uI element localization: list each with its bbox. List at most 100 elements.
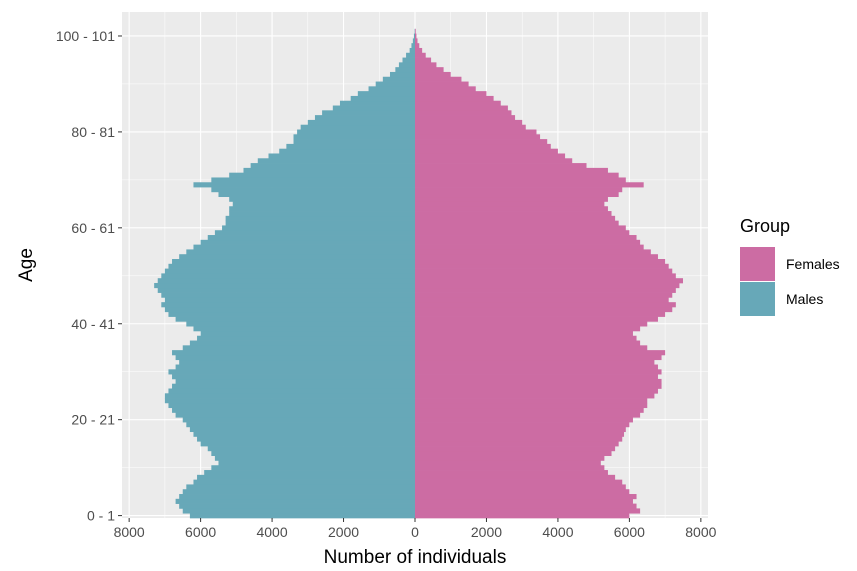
bar-males-age-57 — [200, 239, 415, 245]
bar-females-age-8 — [415, 474, 616, 480]
bar-females-age-96 — [415, 52, 426, 58]
bar-males-age-15 — [200, 441, 415, 447]
bar-males-age-86 — [339, 100, 415, 106]
bar-males-age-28 — [175, 378, 415, 385]
y-axis-title: Age — [16, 248, 37, 282]
bar-males-age-14 — [207, 446, 415, 452]
bar-females-age-45 — [415, 297, 669, 303]
bar-females-age-34 — [415, 350, 666, 356]
bar-males-age-17 — [193, 431, 415, 437]
bar-males-age-13 — [211, 450, 415, 456]
bar-males-age-54 — [179, 254, 415, 260]
legend: Group Females Males — [740, 216, 840, 316]
bar-females-age-63 — [415, 211, 612, 217]
bar-females-age-21 — [415, 412, 641, 418]
bar-females-age-27 — [415, 383, 662, 389]
x-tick-label: 2000 — [471, 524, 502, 540]
bar-males-age-81 — [300, 124, 415, 130]
y-tick-label: 80 - 81 — [71, 124, 115, 140]
bar-females-age-28 — [415, 378, 662, 385]
bars — [154, 28, 683, 519]
bar-males-age-72 — [243, 167, 415, 174]
bar-males-age-31 — [175, 364, 415, 370]
bar-females-age-48 — [415, 282, 680, 289]
bar-males-age-87 — [350, 95, 415, 102]
bar-males-age-98 — [411, 43, 415, 49]
y-tick-label: 60 - 61 — [71, 220, 115, 236]
bar-males-age-76 — [279, 148, 415, 154]
bar-females-age-12 — [415, 455, 605, 461]
bar-females-age-76 — [415, 148, 558, 154]
bar-females-age-25 — [415, 393, 655, 399]
bar-males-age-38 — [200, 330, 415, 337]
bar-females-age-74 — [415, 158, 573, 164]
x-tick-label: 2000 — [328, 524, 359, 540]
bar-males-age-51 — [164, 268, 415, 274]
bar-males-age-68 — [211, 187, 415, 193]
bar-males-age-0 — [189, 513, 415, 519]
bar-males-age-95 — [402, 57, 415, 63]
bar-males-age-20 — [182, 417, 415, 423]
bar-females-age-40 — [415, 321, 648, 327]
bar-females-age-80 — [415, 129, 537, 135]
bar-females-age-32 — [415, 359, 655, 365]
bar-males-age-4 — [179, 494, 415, 500]
bar-males-age-16 — [197, 436, 415, 442]
bar-males-age-65 — [232, 201, 415, 207]
bar-females-age-88 — [415, 91, 487, 97]
bar-males-age-63 — [229, 211, 415, 217]
bar-females-age-13 — [415, 450, 612, 456]
bar-males-age-74 — [257, 158, 415, 164]
bar-males-age-93 — [395, 67, 415, 73]
bar-males-age-90 — [375, 81, 415, 87]
bar-females-age-18 — [415, 426, 626, 433]
bar-females-age-5 — [415, 489, 630, 495]
bar-females-age-87 — [415, 95, 494, 102]
bar-males-age-100 — [413, 33, 415, 39]
bar-females-age-4 — [415, 494, 637, 500]
bar-females-age-67 — [415, 191, 619, 198]
bar-males-age-25 — [164, 393, 415, 399]
bar-males-age-8 — [197, 474, 415, 480]
bar-males-age-19 — [186, 422, 415, 428]
legend-label-males: Males — [786, 291, 823, 307]
x-tick-label: 4000 — [256, 524, 287, 540]
bar-females-age-38 — [415, 330, 633, 337]
bar-males-age-79 — [293, 134, 415, 140]
bar-females-age-37 — [415, 335, 637, 341]
bar-females-age-98 — [415, 43, 420, 49]
bar-males-age-71 — [229, 172, 415, 178]
bar-males-age-78 — [293, 139, 415, 145]
bar-males-age-80 — [297, 129, 415, 135]
bar-females-age-85 — [415, 105, 508, 111]
bar-males-age-44 — [161, 302, 415, 308]
legend-label-females: Females — [786, 256, 840, 272]
bar-males-age-88 — [357, 91, 415, 97]
bar-males-age-43 — [164, 306, 415, 313]
bar-males-age-58 — [207, 235, 415, 241]
y-tick-label: 40 - 41 — [71, 316, 115, 332]
bar-males-age-49 — [157, 278, 416, 284]
bar-females-age-78 — [415, 139, 548, 145]
bar-females-age-51 — [415, 268, 673, 274]
bar-females-age-100 — [415, 33, 417, 39]
bar-males-age-94 — [398, 62, 415, 68]
bar-females-age-92 — [415, 71, 451, 78]
bar-females-age-89 — [415, 86, 476, 92]
bar-males-age-97 — [409, 47, 415, 54]
bar-females-age-41 — [415, 316, 658, 322]
bar-females-age-22 — [415, 407, 644, 413]
bar-females-age-16 — [415, 436, 623, 442]
y-tick-label: 20 - 21 — [71, 412, 115, 428]
bar-females-age-30 — [415, 369, 662, 375]
bar-females-age-54 — [415, 254, 658, 260]
bar-males-age-50 — [161, 273, 415, 279]
x-tick-label: 4000 — [542, 524, 573, 540]
bar-females-age-97 — [415, 47, 423, 54]
bar-females-age-50 — [415, 273, 676, 279]
bar-males-age-99 — [412, 38, 415, 44]
bar-females-age-57 — [415, 239, 641, 245]
bar-females-age-90 — [415, 81, 469, 87]
bar-females-age-69 — [415, 182, 644, 188]
bar-males-age-39 — [193, 326, 415, 332]
